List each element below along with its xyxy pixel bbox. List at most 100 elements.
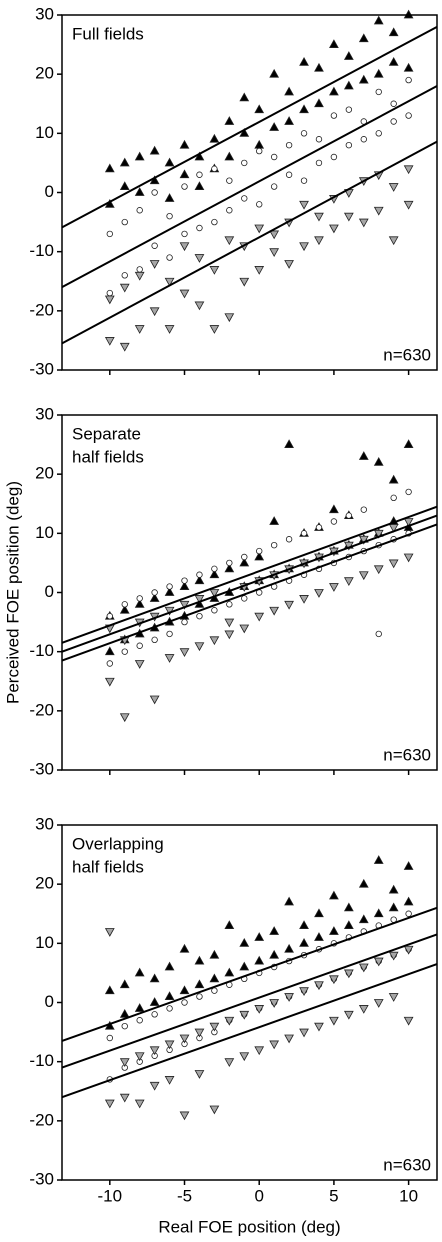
point [269, 68, 280, 78]
point [211, 987, 218, 994]
point [405, 910, 412, 917]
point [166, 583, 173, 590]
point [119, 157, 130, 167]
point [403, 945, 414, 955]
point [209, 325, 220, 334]
point [194, 1028, 205, 1038]
point [390, 118, 397, 125]
point [269, 122, 280, 131]
panel-title: half fields [72, 447, 144, 466]
point [300, 177, 308, 184]
point [194, 575, 205, 585]
point [134, 660, 145, 669]
point [106, 230, 114, 238]
y-tick-label: 0 [45, 992, 54, 1011]
point [343, 80, 354, 90]
y-axis-title: Perceived FOE position (deg) [3, 481, 22, 704]
point [403, 861, 414, 870]
point [269, 516, 280, 525]
point [149, 260, 160, 269]
point [269, 949, 280, 959]
point [224, 967, 235, 977]
point [179, 242, 190, 252]
point [209, 1022, 220, 1032]
point [329, 926, 339, 935]
point [343, 920, 354, 929]
point [373, 457, 384, 466]
point [224, 618, 235, 628]
point [179, 581, 190, 590]
point [254, 612, 265, 622]
point [224, 1058, 235, 1067]
point [134, 1003, 145, 1012]
y-tick-label: -30 [29, 359, 54, 378]
point [119, 1009, 130, 1018]
point [134, 1052, 145, 1062]
point [196, 571, 203, 578]
point [181, 183, 188, 190]
point [179, 985, 190, 995]
point [136, 266, 143, 273]
point [179, 943, 190, 953]
point [119, 1058, 130, 1067]
point [151, 636, 158, 644]
y-tick-label: 30 [35, 4, 54, 23]
point [119, 1093, 130, 1103]
point [226, 207, 233, 214]
point [405, 76, 412, 84]
y-tick-label: 0 [45, 182, 54, 201]
point [194, 955, 205, 965]
point [179, 1034, 190, 1044]
point [106, 289, 114, 297]
point [388, 993, 399, 1002]
point [209, 636, 220, 646]
point [343, 969, 354, 979]
point [360, 506, 367, 513]
point [134, 325, 145, 334]
point [241, 595, 248, 602]
point [209, 973, 220, 983]
point [343, 212, 354, 222]
sample-size: n=630 [383, 345, 431, 364]
point [373, 15, 384, 25]
y-tick-label: 10 [35, 523, 54, 542]
fit-line [61, 505, 438, 644]
point [373, 68, 384, 78]
point [388, 884, 399, 894]
y-tick-label: 20 [35, 64, 54, 83]
point [329, 583, 339, 592]
point [179, 289, 190, 299]
y-tick-label: 10 [35, 123, 54, 142]
point [300, 530, 308, 537]
point [241, 195, 248, 202]
point [104, 985, 115, 995]
point [403, 896, 414, 906]
point [358, 914, 369, 924]
point [375, 88, 382, 96]
point [239, 557, 250, 567]
y-tick-label: 30 [35, 404, 54, 423]
point [254, 955, 265, 965]
point [329, 39, 339, 48]
point [194, 979, 205, 989]
point [239, 128, 250, 137]
point [284, 943, 294, 953]
x-tick-label: 0 [254, 1186, 263, 1205]
point [343, 577, 354, 586]
point [104, 337, 115, 346]
point [151, 589, 158, 596]
point [224, 920, 235, 929]
point [343, 51, 354, 60]
point [134, 271, 145, 281]
point [299, 242, 309, 252]
point [211, 565, 218, 573]
point [358, 571, 369, 581]
point [211, 607, 218, 614]
point [300, 130, 308, 137]
point [166, 1005, 173, 1012]
point [164, 654, 175, 663]
point [181, 230, 188, 238]
point [269, 606, 280, 616]
point [239, 277, 250, 287]
point [403, 200, 414, 210]
